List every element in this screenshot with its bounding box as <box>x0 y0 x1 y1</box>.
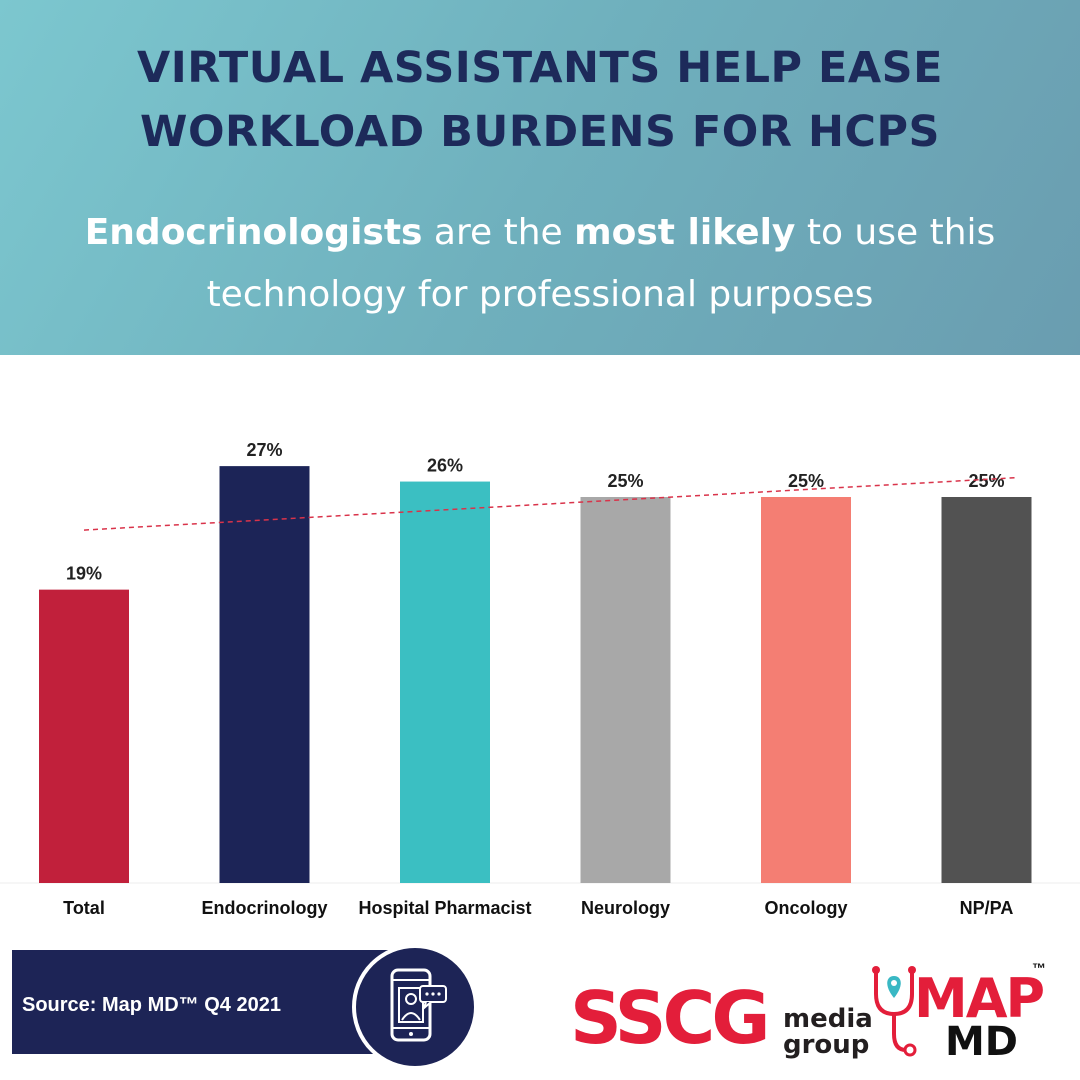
stethoscope-pin-icon <box>872 966 917 1057</box>
bar-neurology <box>580 497 671 883</box>
source-box <box>12 950 392 1054</box>
value-label: 27% <box>246 440 282 460</box>
value-label: 26% <box>427 456 463 476</box>
category-label: NP/PA <box>960 898 1014 918</box>
title-line-2: WORKLOAD BURDENS FOR HCPS <box>140 107 940 157</box>
value-label: 25% <box>968 471 1004 491</box>
category-label: Neurology <box>581 898 670 918</box>
page-subtitle: Endocrinologists are the most likely to … <box>20 202 1060 326</box>
chart-bars: 19% Total 27% Endocrinology 26% Hospital Phar… <box>39 440 1032 918</box>
mapmd-map-text: MAP <box>914 967 1045 1030</box>
value-label: 25% <box>607 471 643 491</box>
subtitle-bold-most-likely: most likely <box>574 212 796 253</box>
category-label: Hospital Pharmacist <box>358 898 531 918</box>
title-line-1: VIRTUAL ASSISTANTS HELP EASE <box>136 43 944 93</box>
value-label: 19% <box>66 564 102 584</box>
subtitle-line-1: Endocrinologists are the most likely to … <box>20 202 1060 264</box>
trendline <box>83 476 1017 531</box>
bar-oncology <box>761 497 851 883</box>
mapmd-md-text: MD <box>945 1019 1019 1065</box>
bar-hospital-pharmacist <box>400 481 490 883</box>
virtual-assistant-phone-icon <box>352 944 478 1070</box>
bar-endocrinology <box>219 466 310 883</box>
category-label: Total <box>63 898 105 918</box>
trademark-symbol: ™ <box>1032 960 1046 976</box>
category-label: Endocrinology <box>202 898 328 918</box>
bar-total <box>39 589 129 883</box>
subtitle-end: to use this <box>795 212 996 253</box>
sscg-group: group <box>783 1030 870 1060</box>
sscg-logo-subtext: media group <box>783 1006 873 1058</box>
header-banner: VIRTUAL ASSISTANTS HELP EASE WORKLOAD BU… <box>0 0 1080 355</box>
sscg-media: media <box>783 1004 873 1034</box>
value-label: 25% <box>788 471 824 491</box>
subtitle-bold-endocrinologists: Endocrinologists <box>84 212 423 253</box>
source-text: Source: Map MD™ Q4 2021 <box>22 994 281 1016</box>
category-label: Oncology <box>764 898 847 918</box>
sscg-logo-text: SSCG <box>570 976 770 1060</box>
bar-np-pa <box>941 497 1032 883</box>
phone-chat-icon <box>390 968 447 1042</box>
subtitle-line-2: technology for professional purposes <box>206 274 874 315</box>
page-title: VIRTUAL ASSISTANTS HELP EASE WORKLOAD BU… <box>0 36 1080 164</box>
subtitle-mid: are the <box>422 212 575 253</box>
bar-chart: 19% Total 27% Endocrinology 26% Hospital Phar… <box>0 440 1080 918</box>
